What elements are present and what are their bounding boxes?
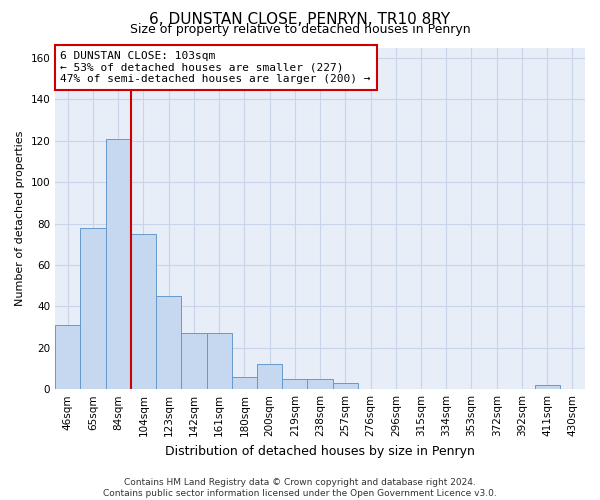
Text: Contains HM Land Registry data © Crown copyright and database right 2024.
Contai: Contains HM Land Registry data © Crown c…: [103, 478, 497, 498]
Y-axis label: Number of detached properties: Number of detached properties: [15, 130, 25, 306]
Text: 6 DUNSTAN CLOSE: 103sqm
← 53% of detached houses are smaller (227)
47% of semi-d: 6 DUNSTAN CLOSE: 103sqm ← 53% of detache…: [61, 51, 371, 84]
Bar: [307, 379, 332, 389]
Bar: [131, 234, 156, 389]
Bar: [181, 334, 206, 389]
Text: 6, DUNSTAN CLOSE, PENRYN, TR10 8RY: 6, DUNSTAN CLOSE, PENRYN, TR10 8RY: [149, 12, 451, 28]
Bar: [55, 325, 80, 389]
Bar: [80, 228, 106, 389]
Bar: [106, 138, 131, 389]
Bar: [282, 379, 307, 389]
X-axis label: Distribution of detached houses by size in Penryn: Distribution of detached houses by size …: [165, 444, 475, 458]
Bar: [232, 377, 257, 389]
Bar: [535, 385, 560, 389]
Text: Size of property relative to detached houses in Penryn: Size of property relative to detached ho…: [130, 24, 470, 36]
Bar: [156, 296, 181, 389]
Bar: [332, 383, 358, 389]
Bar: [206, 334, 232, 389]
Bar: [257, 364, 282, 389]
